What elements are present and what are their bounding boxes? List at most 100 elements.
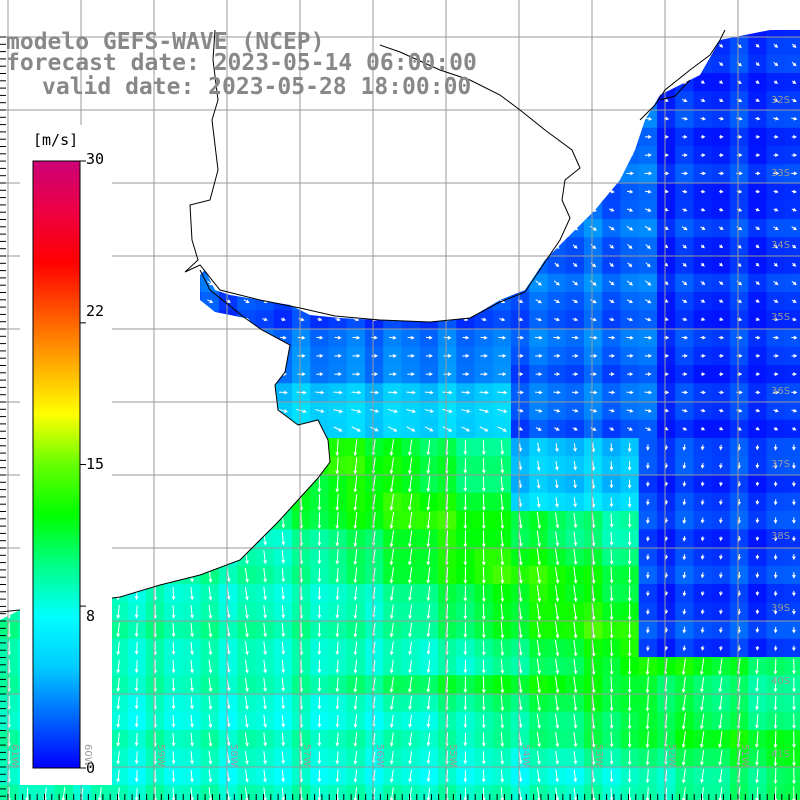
wind-arrow xyxy=(134,116,141,121)
wind-arrow xyxy=(25,787,29,800)
wind-arrow xyxy=(755,98,761,102)
speed-cell xyxy=(182,456,202,476)
wind-arrow xyxy=(281,678,286,692)
wind-arrow xyxy=(226,532,231,546)
wind-arrow xyxy=(755,695,759,711)
wind-arrow xyxy=(42,116,50,121)
wind-arrow xyxy=(134,458,139,473)
wind-arrow xyxy=(188,116,196,121)
wind-arrow xyxy=(792,626,796,634)
wind-arrow xyxy=(171,262,176,267)
speed-cell xyxy=(237,474,257,494)
wind-arrow xyxy=(407,116,415,121)
wind-arrow xyxy=(187,409,197,413)
wind-arrow xyxy=(773,554,778,561)
speed-cell xyxy=(292,255,311,275)
wind-arrow xyxy=(335,732,340,747)
wind-arrow xyxy=(608,98,615,103)
wind-arrow xyxy=(480,226,487,231)
speed-cell xyxy=(310,0,329,19)
wind-arrow xyxy=(208,439,213,457)
speed-cell xyxy=(146,237,165,257)
wind-arrow xyxy=(609,603,614,621)
wind-arrow xyxy=(700,677,705,693)
wind-arrow xyxy=(700,481,705,487)
wind-arrow xyxy=(353,43,359,49)
wind-arrow xyxy=(517,226,524,231)
wind-arrow xyxy=(700,390,706,395)
wind-arrow xyxy=(317,494,322,511)
wind-arrow xyxy=(261,171,269,176)
wind-arrow xyxy=(608,408,616,413)
wind-arrow xyxy=(590,427,597,431)
wind-arrow xyxy=(261,116,269,121)
speed-cell xyxy=(602,164,622,184)
speed-cell xyxy=(146,565,165,585)
wind-arrow xyxy=(463,493,468,511)
wind-arrow xyxy=(334,171,342,176)
wind-arrow xyxy=(500,440,505,455)
wind-arrow xyxy=(244,513,249,529)
speed-cell xyxy=(0,310,19,330)
wind-arrow xyxy=(190,787,194,800)
wind-arrow xyxy=(281,623,286,638)
wind-arrow xyxy=(316,335,324,340)
wind-arrow xyxy=(353,208,360,212)
wind-arrow xyxy=(792,713,796,730)
speed-cell xyxy=(565,30,585,38)
wind-arrow xyxy=(241,408,252,414)
wind-arrow xyxy=(390,262,396,268)
wind-arrow xyxy=(116,550,121,565)
speed-cell xyxy=(638,30,658,38)
wind-arrow xyxy=(189,153,196,157)
speed-cell xyxy=(492,36,512,56)
speed-cell xyxy=(402,0,421,19)
wind-arrow xyxy=(171,641,176,656)
wind-arrow xyxy=(116,696,121,710)
wind-arrow xyxy=(791,408,798,413)
wind-arrow xyxy=(700,153,706,158)
wind-arrow xyxy=(700,713,705,730)
speed-cell xyxy=(0,91,19,111)
wind-arrow xyxy=(627,750,632,766)
wind-arrow xyxy=(261,335,269,340)
wind-arrow xyxy=(645,372,652,376)
forecast-date: forecast date: 2023-05-14 06:00:00 xyxy=(6,50,477,76)
speed-cell xyxy=(438,146,457,165)
wind-arrow xyxy=(718,281,724,285)
wind-arrow xyxy=(408,262,414,267)
speed-cell xyxy=(110,0,129,19)
wind-arrow xyxy=(262,8,267,11)
wind-arrow xyxy=(387,390,398,395)
wind-arrow xyxy=(243,226,250,231)
speed-cell xyxy=(383,109,403,129)
speed-cell xyxy=(255,200,275,220)
wind-arrow xyxy=(132,426,142,432)
wind-arrow xyxy=(263,751,267,765)
wind-arrow xyxy=(700,61,706,67)
wind-arrow xyxy=(792,749,796,767)
wind-arrow xyxy=(535,409,543,413)
speed-cell xyxy=(401,255,421,275)
wind-arrow xyxy=(553,116,561,121)
speed-cell xyxy=(219,438,238,457)
wind-arrow xyxy=(498,335,507,340)
wind-arrow xyxy=(572,8,577,11)
wind-arrow xyxy=(205,426,216,432)
wind-arrow xyxy=(536,26,540,29)
wind-arrow xyxy=(626,317,634,322)
wind-arrow xyxy=(481,280,487,286)
wind-arrow xyxy=(555,787,560,800)
wind-arrow xyxy=(480,353,488,358)
speed-cell xyxy=(109,584,129,603)
speed-cell xyxy=(292,438,311,457)
wind-arrow xyxy=(773,609,778,615)
speed-cell xyxy=(127,365,147,384)
speed-cell xyxy=(255,492,275,512)
speed-cell xyxy=(639,0,658,19)
wind-arrow xyxy=(573,513,578,529)
speed-cell xyxy=(237,127,257,147)
wind-arrow xyxy=(792,444,796,451)
wind-arrow xyxy=(627,603,632,621)
wind-arrow xyxy=(5,372,14,376)
